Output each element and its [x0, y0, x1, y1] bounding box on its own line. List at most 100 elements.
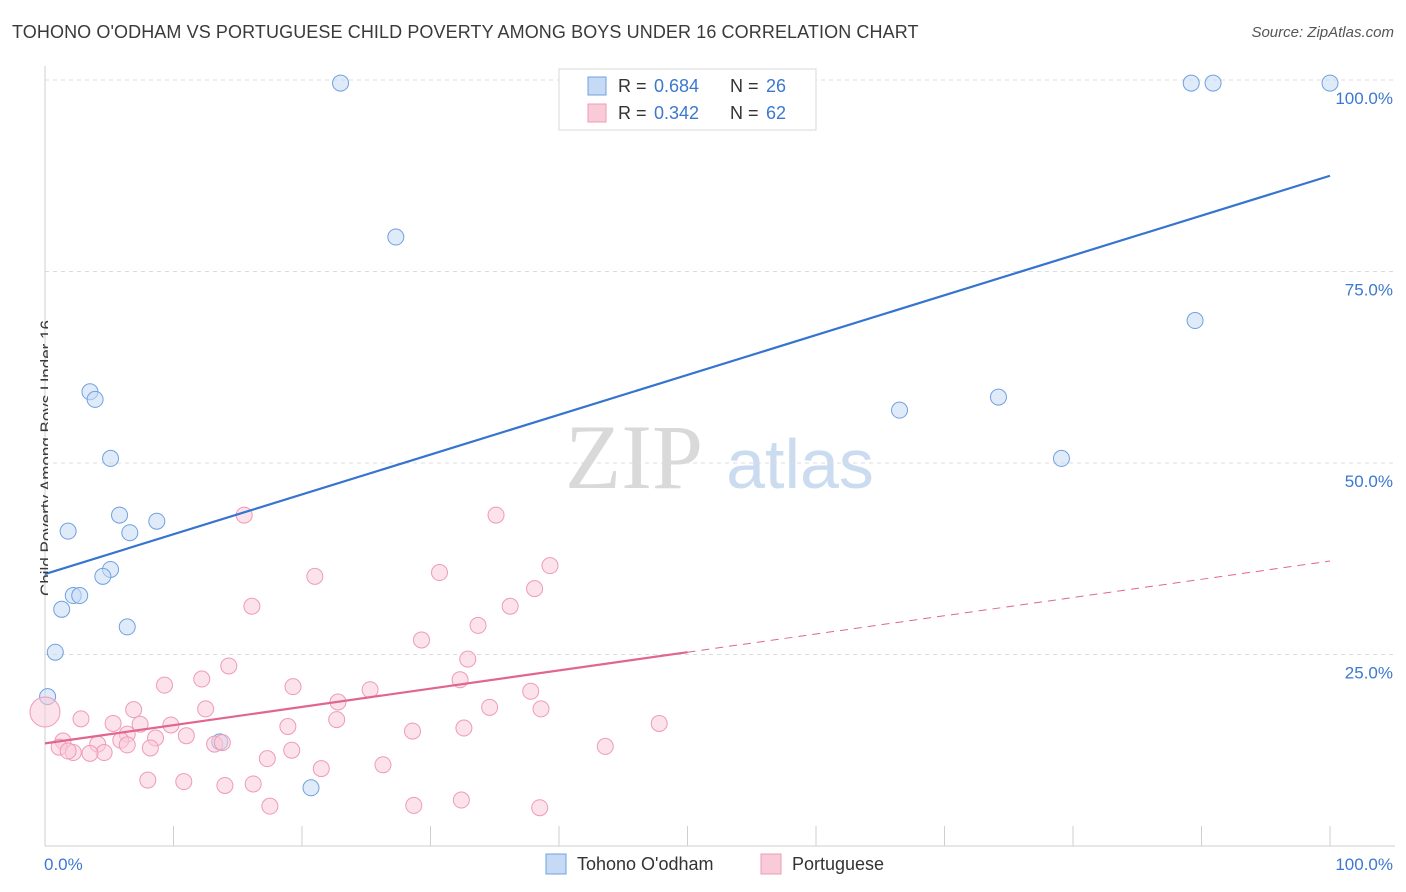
point-tohono [1052, 449, 1070, 467]
bottom-legend: Tohono O'odham Portuguese [545, 853, 884, 875]
point-portuguese [118, 736, 136, 754]
point-portuguese [261, 797, 279, 815]
point-portuguese [596, 737, 614, 755]
point-tohono [302, 779, 320, 797]
point-tohono [46, 643, 64, 661]
bottom-legend-swatch [760, 853, 782, 875]
data-points [29, 74, 1339, 817]
point-portuguese [59, 742, 77, 760]
point-portuguese [541, 557, 559, 575]
point-portuguese [328, 711, 346, 729]
point-portuguese [430, 564, 448, 582]
legend-n-value: 62 [766, 103, 786, 123]
point-portuguese [193, 670, 211, 688]
point-portuguese [244, 775, 262, 793]
axes [44, 66, 1395, 847]
point-portuguese [81, 744, 99, 762]
point-portuguese [283, 741, 301, 759]
y-axis-label: Child Poverty Among Boys Under 16 [37, 320, 48, 596]
point-tohono [148, 512, 166, 530]
bottom-legend-swatch [545, 853, 567, 875]
tick-labels: 100.0% 75.0% 50.0% 25.0% 0.0% 100.0% [44, 89, 1393, 874]
point-portuguese [139, 771, 157, 789]
point-tohono [71, 587, 89, 605]
trend-line-tohono [44, 174, 1331, 576]
point-portuguese [177, 727, 195, 745]
point-tohono [1186, 312, 1204, 330]
trend-line-portuguese [44, 651, 688, 745]
point-portuguese [404, 722, 422, 740]
point-tohono [989, 388, 1007, 406]
x-tick-label: 0.0% [44, 855, 83, 874]
point-portuguese [532, 700, 550, 718]
point-tohono [387, 228, 405, 246]
point-portuguese [72, 710, 90, 728]
point-portuguese [197, 700, 215, 718]
bottom-legend-label: Portuguese [792, 854, 884, 874]
point-tohono [118, 618, 136, 636]
legend-r-value: 0.684 [654, 76, 699, 96]
point-portuguese [405, 796, 423, 814]
trend-line-portuguese-dashed [687, 560, 1331, 653]
point-tohono [1321, 74, 1339, 92]
point-tohono [1182, 74, 1200, 92]
x-tick-label: 100.0% [1335, 855, 1393, 874]
point-portuguese [125, 701, 143, 719]
point-portuguese [459, 650, 477, 668]
y-tick-label: 75.0% [1345, 281, 1393, 300]
point-tohono [891, 401, 909, 419]
point-tohono [94, 567, 112, 585]
point-portuguese [156, 676, 174, 694]
point-tohono [59, 522, 77, 540]
legend-n-label: N = [730, 76, 759, 96]
point-portuguese [526, 580, 544, 598]
point-portuguese [243, 597, 261, 615]
point-portuguese [531, 799, 549, 817]
legend-r-label: R = [618, 103, 647, 123]
point-portuguese [522, 682, 540, 700]
point-portuguese [141, 739, 159, 757]
grid-lines [45, 79, 1395, 655]
legend-swatch [587, 76, 607, 96]
point-portuguese [95, 744, 113, 762]
trend-lines [44, 174, 1331, 745]
watermark-atlas: atlas [726, 425, 874, 503]
chart-source: Source: ZipAtlas.com [1251, 24, 1394, 41]
point-portuguese [29, 696, 61, 728]
point-portuguese [104, 714, 122, 732]
point-tohono [111, 506, 129, 524]
point-tohono [86, 390, 104, 408]
point-portuguese [284, 678, 302, 696]
point-tohono [53, 600, 71, 618]
point-portuguese [487, 506, 505, 524]
y-tick-label: 50.0% [1345, 472, 1393, 491]
legend-r-label: R = [618, 76, 647, 96]
y-tick-label: 25.0% [1345, 664, 1393, 683]
point-portuguese [220, 657, 238, 675]
point-portuguese [501, 597, 519, 615]
legend-r-value: 0.342 [654, 103, 699, 123]
legend-n-value: 26 [766, 76, 786, 96]
point-tohono [121, 524, 139, 542]
watermark-zip: ZIP [565, 406, 703, 508]
point-portuguese [258, 750, 276, 768]
point-portuguese [175, 773, 193, 791]
point-portuguese [481, 698, 499, 716]
point-portuguese [413, 631, 431, 649]
legend: R = 0.684 N = 26 R = 0.342 N = 62 [558, 68, 817, 131]
point-portuguese [279, 718, 297, 736]
chart-title: TOHONO O'ODHAM VS PORTUGUESE CHILD POVER… [12, 22, 919, 42]
y-axis-label-wrapper: Child Poverty Among Boys Under 16 [18, 0, 48, 892]
point-portuguese [452, 791, 470, 809]
point-portuguese [216, 776, 234, 794]
point-tohono [1204, 74, 1222, 92]
legend-swatch [587, 103, 607, 123]
point-tohono [332, 74, 350, 92]
point-portuguese [374, 756, 392, 774]
point-portuguese [455, 719, 473, 737]
point-portuguese [469, 616, 487, 634]
point-portuguese [306, 567, 324, 585]
point-tohono [102, 449, 120, 467]
y-tick-label: 100.0% [1335, 89, 1393, 108]
